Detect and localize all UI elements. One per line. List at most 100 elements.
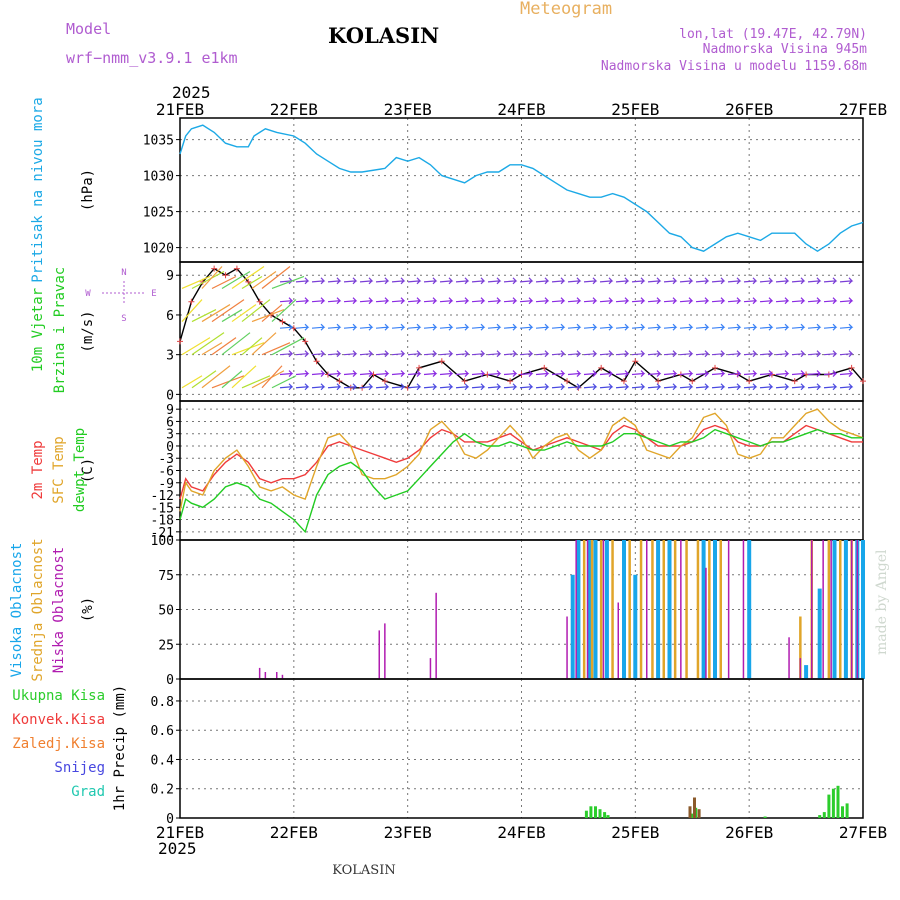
x-tick-label-top: 23FEB xyxy=(384,100,432,119)
bar-srednja-oblacnost xyxy=(839,540,842,679)
bar-ukupna-kisa xyxy=(606,815,610,818)
wind-barb xyxy=(663,370,678,377)
series-line-pressure xyxy=(179,124,864,253)
wind-barb xyxy=(375,277,390,285)
wind-barb xyxy=(439,370,454,377)
wind-barb xyxy=(823,383,838,391)
wind-barb xyxy=(583,383,598,391)
wind-barb xyxy=(295,297,310,305)
wind-barb xyxy=(663,350,678,358)
wind-barb xyxy=(271,275,305,290)
wind-barb xyxy=(583,297,598,305)
wind-barb xyxy=(423,323,438,331)
wind-barb xyxy=(487,350,502,358)
wind-barb xyxy=(775,297,790,305)
wind-barb xyxy=(631,350,646,358)
bar-srednja-oblacnost xyxy=(673,540,677,679)
bar-visoka-oblacnost xyxy=(587,540,592,679)
wind-barb xyxy=(775,323,790,331)
wind-barb xyxy=(359,277,374,285)
wind-speed-marker xyxy=(655,378,662,385)
bar-niska-oblacnost xyxy=(856,540,859,679)
model-label: Model xyxy=(66,20,111,38)
bar-visoka-oblacnost xyxy=(861,540,865,679)
wind-barb xyxy=(519,383,534,391)
wind-barb xyxy=(615,370,630,377)
wind-barb xyxy=(311,383,326,391)
wind-speed-marker xyxy=(177,338,183,345)
bar-srednja-oblacnost xyxy=(582,540,586,679)
y-tick-label: 0 xyxy=(166,440,174,455)
wind-speed-marker xyxy=(188,298,195,305)
series-line-speed xyxy=(179,267,864,389)
y-tick-label: 1030 xyxy=(143,170,174,185)
x-tick-label-bottom: 23FEB xyxy=(384,823,432,842)
wind-barb xyxy=(839,350,854,358)
bar-niska-oblacnost xyxy=(811,540,813,679)
wind-barb xyxy=(439,323,454,331)
y-tick-label: 6 xyxy=(166,309,174,324)
wind-barb xyxy=(251,270,277,289)
wind-barb xyxy=(181,375,203,389)
wind-barb xyxy=(271,375,297,389)
bar-visoka-oblacnost xyxy=(832,540,837,679)
y-tick-label: 75 xyxy=(158,569,174,584)
wind-speed-marker xyxy=(746,378,753,385)
bar-niska-oblacnost xyxy=(646,540,648,679)
wind-barb xyxy=(251,332,277,356)
wind-barb xyxy=(391,297,406,305)
wind-barb xyxy=(455,277,470,285)
wind-speed-marker xyxy=(245,278,252,285)
bar-visoka-oblacnost xyxy=(701,540,706,679)
year-top: 2025 xyxy=(172,83,211,102)
bar-ukupna-kisa xyxy=(841,806,844,818)
wind-barb xyxy=(711,370,726,377)
wind-barb xyxy=(727,370,742,377)
y-tick-label: -9 xyxy=(158,477,174,492)
wind-barb xyxy=(759,383,774,391)
wind-barb xyxy=(181,299,203,322)
wind-barb xyxy=(343,350,358,358)
bar-niska-oblacnost xyxy=(830,540,832,679)
wind-barb xyxy=(551,370,566,377)
wind-barb xyxy=(679,323,694,331)
wind-barb xyxy=(711,277,726,285)
wind-barb xyxy=(823,323,838,331)
wind-barb xyxy=(375,383,390,391)
bar-visoka-oblacnost xyxy=(843,540,848,679)
y-tick-label: 25 xyxy=(158,638,174,653)
wind-barb xyxy=(823,370,838,377)
wind-barb xyxy=(211,275,237,290)
wind-barb xyxy=(727,350,742,358)
wind-barb xyxy=(599,383,614,391)
wind-barb xyxy=(487,383,502,391)
wind-barb xyxy=(191,309,217,323)
bar-srednja-oblacnost xyxy=(662,540,665,679)
wind-barb xyxy=(391,383,406,391)
wind-barb xyxy=(295,323,310,331)
ylabel-temp-2m: 2m Temp xyxy=(30,440,46,499)
precip-legend-item: Snijeg xyxy=(54,760,105,776)
bar-zaledj-kisa xyxy=(697,809,701,818)
wind-speed-marker xyxy=(734,371,741,378)
footer-station: KOLASIN xyxy=(332,863,395,878)
wind-barb xyxy=(663,277,678,285)
bar-ukupna-kisa xyxy=(603,812,607,818)
bar-srednja-oblacnost xyxy=(827,540,831,679)
model-elevation-label: Nadmorska Visina u modelu 1159.68m xyxy=(601,59,867,74)
wind-barb xyxy=(647,323,662,331)
wind-barb xyxy=(359,370,374,377)
bar-srednja-oblacnost xyxy=(639,540,643,679)
bar-srednja-oblacnost xyxy=(696,540,700,679)
bar-ukupna-kisa xyxy=(763,816,767,818)
bar-srednja-oblacnost xyxy=(708,540,711,679)
wind-barb xyxy=(839,323,854,331)
bar-niska-oblacnost xyxy=(258,667,261,679)
series-line-2m-temp xyxy=(179,424,863,500)
wind-barb xyxy=(743,370,758,377)
wind-barb xyxy=(599,277,614,285)
wind-barb xyxy=(727,277,742,285)
x-tick-label-top: 24FEB xyxy=(497,100,545,119)
wind-barb xyxy=(615,383,630,391)
